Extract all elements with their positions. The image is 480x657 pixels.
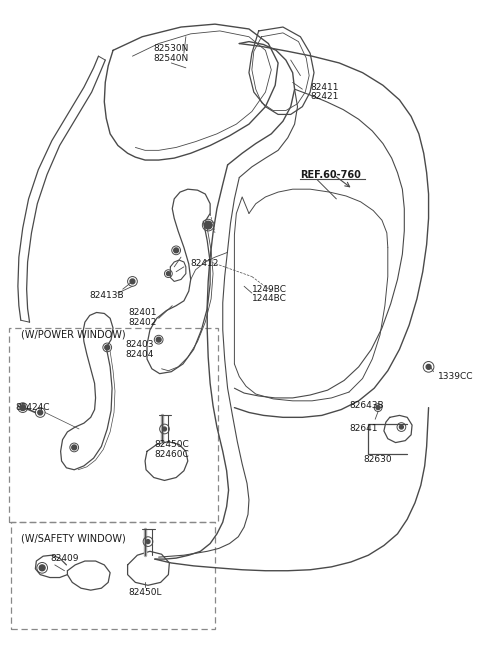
Circle shape: [156, 337, 161, 342]
Text: 82413B: 82413B: [89, 292, 123, 300]
Circle shape: [39, 565, 45, 571]
Text: 82450L: 82450L: [128, 587, 162, 597]
Text: 82409: 82409: [50, 554, 78, 562]
Circle shape: [72, 445, 77, 450]
Circle shape: [167, 272, 170, 275]
Circle shape: [38, 410, 43, 415]
Text: 82401: 82401: [128, 308, 157, 317]
Circle shape: [130, 279, 135, 284]
Text: 1249BC: 1249BC: [252, 284, 287, 294]
Circle shape: [146, 539, 150, 543]
Circle shape: [376, 405, 380, 409]
Text: 82411: 82411: [310, 83, 338, 92]
Circle shape: [105, 345, 109, 350]
Text: 82450C: 82450C: [155, 440, 190, 449]
Text: 82643B: 82643B: [349, 401, 384, 410]
Text: (W/POWER WINDOW): (W/POWER WINDOW): [21, 330, 125, 340]
Text: 82641: 82641: [349, 424, 377, 434]
Text: 82460C: 82460C: [155, 450, 190, 459]
Text: 82530N: 82530N: [154, 44, 189, 53]
Circle shape: [426, 365, 431, 369]
Text: 82403: 82403: [126, 340, 154, 349]
Text: REF.60-760: REF.60-760: [300, 170, 361, 179]
Text: 82412: 82412: [191, 260, 219, 269]
Text: 82421: 82421: [310, 93, 338, 101]
Text: 82404: 82404: [126, 350, 154, 359]
Circle shape: [204, 221, 212, 229]
Text: 82402: 82402: [128, 318, 157, 327]
Circle shape: [163, 427, 167, 431]
Text: 82540N: 82540N: [154, 54, 189, 62]
Circle shape: [20, 405, 25, 411]
Text: 1244BC: 1244BC: [252, 294, 287, 304]
Text: 82630: 82630: [364, 455, 393, 464]
Text: (W/SAFETY WINDOW): (W/SAFETY WINDOW): [21, 533, 126, 544]
Circle shape: [174, 248, 179, 253]
Text: 1339CC: 1339CC: [438, 372, 474, 381]
Text: 82424C: 82424C: [15, 403, 49, 412]
Circle shape: [399, 425, 403, 429]
